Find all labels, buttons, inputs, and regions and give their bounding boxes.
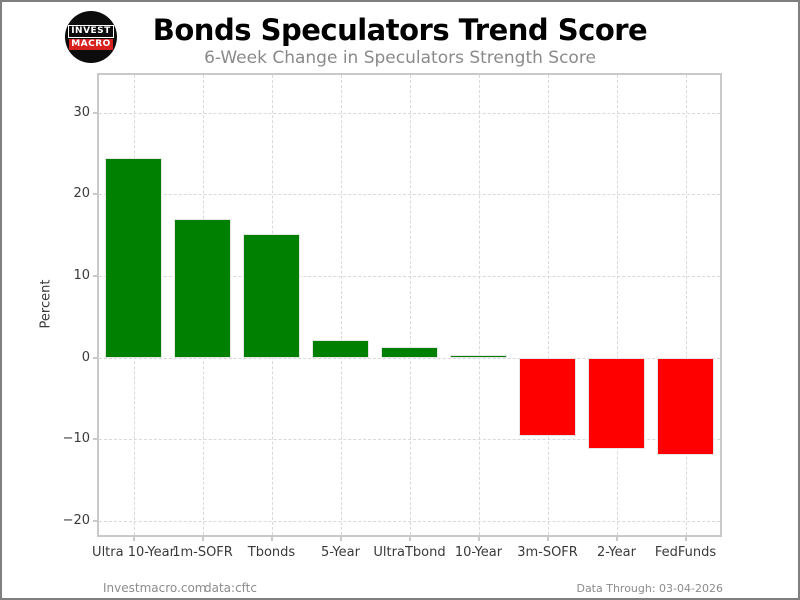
y-tick-mark — [93, 111, 97, 114]
x-tick-mark — [408, 537, 411, 541]
y-tick-label: 0 — [81, 349, 90, 365]
investmacro-logo-icon: INVEST MACRO — [65, 11, 117, 63]
x-tick-mark — [684, 537, 687, 541]
footer-site-text: Investmacro.com — [103, 581, 207, 595]
x-tick-label: 10-Year — [454, 545, 503, 560]
logo-text-invest: INVEST — [68, 24, 114, 38]
y-tick-mark — [93, 274, 97, 277]
x-tick-label: 1m-SOFR — [172, 545, 233, 560]
y-tick-mark — [93, 520, 97, 523]
bar-5-year — [312, 339, 369, 358]
bar-fedfunds — [657, 357, 714, 455]
y-tick-label: 10 — [73, 267, 90, 283]
plot-area — [97, 73, 722, 537]
footer-data-through-text: Data Through: 03-04-2026 — [576, 582, 723, 595]
v-gridline — [478, 75, 480, 535]
x-tick-mark — [615, 537, 618, 541]
bar-tbonds — [243, 233, 300, 358]
v-gridline — [409, 75, 411, 535]
logo-text-macro: MACRO — [69, 38, 113, 50]
x-tick-label: Tbonds — [247, 545, 296, 560]
x-tick-label: 2-Year — [597, 545, 636, 560]
v-gridline — [685, 75, 687, 535]
bar-ultra-10-year — [105, 157, 162, 358]
x-tick-mark — [201, 537, 204, 541]
y-tick-label: 30 — [73, 104, 90, 120]
x-tick-label: 3m-SOFR — [517, 545, 578, 560]
x-tick-mark — [132, 537, 135, 541]
y-tick-mark — [93, 193, 97, 196]
bar-1m-sofr — [174, 218, 231, 358]
x-tick-mark — [339, 537, 342, 541]
y-tick-label: −10 — [62, 431, 90, 447]
v-gridline — [616, 75, 618, 535]
y-tick-label: 20 — [73, 186, 90, 202]
bar-3m-sofr — [519, 357, 576, 437]
y-tick-mark — [93, 438, 97, 441]
chart-title: Bonds Speculators Trend Score — [152, 13, 648, 47]
bar-10-year — [450, 355, 507, 358]
chart-subtitle: 6-Week Change in Speculators Strength Sc… — [204, 48, 596, 68]
x-tick-label: Ultra 10-Year — [92, 545, 175, 560]
x-tick-label: 5-Year — [321, 545, 360, 560]
v-gridline — [547, 75, 549, 535]
y-tick-mark — [93, 356, 97, 359]
x-tick-mark — [546, 537, 549, 541]
bar-2-year — [588, 357, 645, 450]
y-tick-label: −20 — [62, 513, 90, 529]
footer-data-source-text: data:cftc — [204, 581, 257, 595]
bar-ultratbond — [381, 347, 438, 358]
x-tick-mark — [270, 537, 273, 541]
x-tick-label: FedFunds — [654, 545, 717, 560]
x-tick-label: UltraTbond — [373, 545, 446, 560]
v-gridline — [340, 75, 342, 535]
x-tick-mark — [477, 537, 480, 541]
y-axis-label: Percent — [38, 279, 54, 329]
